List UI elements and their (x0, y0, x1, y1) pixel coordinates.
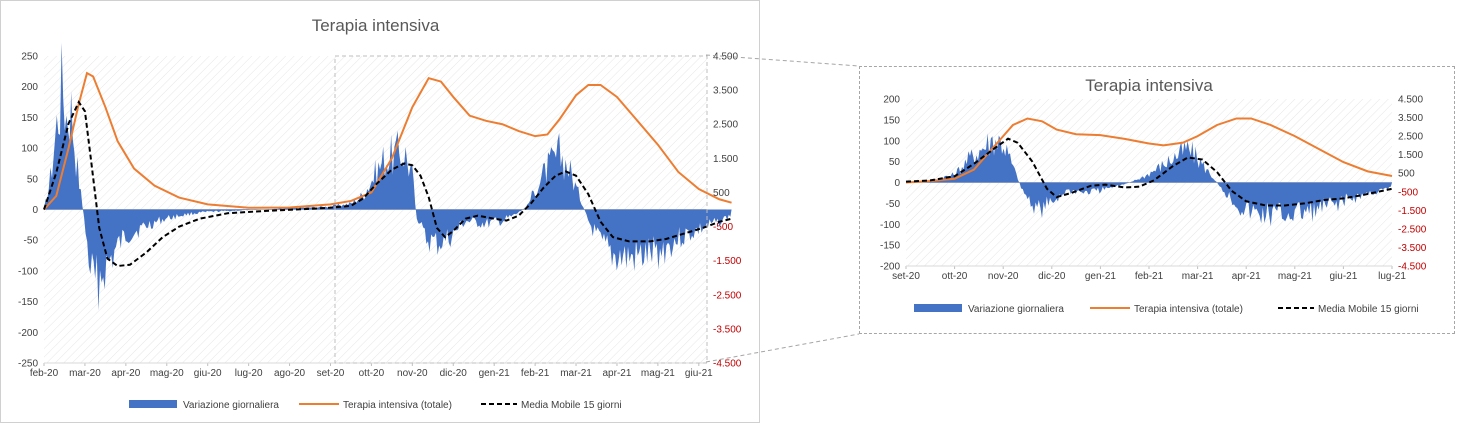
right-tick-label: 1.500 (1398, 150, 1423, 161)
zoom-region-box (334, 55, 708, 364)
series-daily-variation-bars (44, 42, 732, 311)
x-tick-label: lug-20 (235, 368, 263, 379)
x-tick-label: gen-21 (479, 368, 511, 379)
legend-label: Media Mobile 15 giorni (1318, 304, 1419, 315)
right-tick-label: -2.500 (713, 290, 742, 301)
main-chart: Terapia intensiva250200150100500-50-100-… (18, 16, 742, 411)
legend-swatch-bars (129, 400, 177, 408)
left-tick-label: -100 (880, 220, 900, 231)
right-tick-label: -1.500 (1398, 206, 1427, 217)
x-tick-label: feb-21 (1135, 271, 1164, 282)
x-tick-label: ott-20 (359, 368, 385, 379)
x-tick-label: mar-21 (560, 368, 592, 379)
main-chart-panel: Terapia intensiva 250 200 150 100 50 0 -50 -100-… (0, 0, 760, 423)
chart-title: Terapia intensiva (312, 16, 440, 35)
right-tick-label: -4.500 (713, 359, 742, 370)
left-tick-label: -50 (886, 199, 901, 210)
x-tick-label: dic-20 (1038, 271, 1066, 282)
right-tick-label: -4.500 (1398, 262, 1427, 273)
x-tick-label: giu-21 (1329, 271, 1357, 282)
left-tick-label: 200 (883, 95, 900, 106)
series-total-line (905, 117, 1393, 184)
x-tick-label: set-20 (892, 271, 920, 282)
x-tick-label: apr-21 (1232, 271, 1261, 282)
right-tick-label: 500 (1398, 169, 1415, 180)
x-tick-label: apr-20 (111, 368, 140, 379)
chart-title: Terapia intensiva (1085, 76, 1213, 95)
x-tick-label: mar-20 (69, 368, 101, 379)
series-daily-variation-bars (906, 133, 1392, 227)
left-tick-label: -150 (880, 241, 900, 252)
right-tick-label: 1.500 (713, 154, 738, 165)
x-tick-label: mag-21 (1278, 271, 1312, 282)
left-tick-label: 50 (889, 157, 901, 168)
x-tick-label: giu-20 (194, 368, 222, 379)
series-total-line (43, 71, 732, 211)
x-tick-label: nov-20 (397, 368, 428, 379)
left-tick-label: 150 (21, 113, 38, 124)
legend-label: Variazione giornaliera (183, 400, 279, 411)
right-tick-label: 2.500 (1398, 132, 1423, 143)
x-tick-label: mar-21 (1182, 271, 1214, 282)
right-tick-label: -3.500 (1398, 243, 1427, 254)
right-tick-label: 4.500 (713, 52, 738, 63)
left-tick-label: 150 (883, 115, 900, 126)
left-tick-label: -200 (18, 328, 38, 339)
right-tick-label: -1.500 (713, 256, 742, 267)
x-tick-label: mag-20 (150, 368, 184, 379)
chart-legend: Variazione giornaliera Terapia intensiva … (129, 400, 622, 411)
left-tick-label: -250 (18, 359, 38, 370)
legend-label: Terapia intensiva (totale) (343, 400, 452, 411)
left-tick-label: -200 (880, 262, 900, 273)
x-tick-label: mag-21 (641, 368, 675, 379)
left-tick-label: 200 (21, 82, 38, 93)
left-tick-label: 0 (32, 205, 38, 216)
right-tick-label: 3.500 (1398, 113, 1423, 124)
legend-label: Terapia intensiva (totale) (1134, 304, 1243, 315)
left-tick-label: 250 (21, 52, 38, 63)
left-tick-label: 100 (883, 136, 900, 147)
x-tick-label: feb-20 (30, 368, 59, 379)
right-tick-label: 2.500 (713, 120, 738, 131)
left-tick-label: -50 (24, 236, 39, 247)
left-tick-label: 0 (894, 178, 900, 189)
left-tick-label: 100 (21, 144, 38, 155)
left-tick-label: 50 (27, 174, 39, 185)
x-tick-label: nov-20 (988, 271, 1019, 282)
right-tick-label: -500 (1398, 187, 1418, 198)
x-tick-label: giu-21 (685, 368, 713, 379)
left-tick-label: -100 (18, 266, 38, 277)
legend-label: Variazione giornaliera (968, 304, 1064, 315)
x-tick-label: gen-21 (1085, 271, 1117, 282)
right-tick-label: -2.500 (1398, 224, 1427, 235)
x-tick-label: ago-20 (274, 368, 306, 379)
legend-swatch-bars (914, 304, 962, 312)
zoom-chart: Terapia intensiva200150100500-50-100-150… (880, 76, 1427, 315)
series-moving-average-line (43, 100, 732, 268)
x-tick-label: apr-21 (603, 368, 632, 379)
connector-bottom-line (705, 333, 860, 363)
x-tick-label: ott-20 (942, 271, 968, 282)
right-tick-label: 500 (713, 188, 730, 199)
left-tick-label: -150 (18, 297, 38, 308)
legend-label: Media Mobile 15 giorni (521, 400, 622, 411)
right-tick-label: 3.500 (713, 86, 738, 97)
x-tick-label: dic-20 (440, 368, 468, 379)
right-tick-label: 4.500 (1398, 95, 1423, 106)
x-tick-label: feb-21 (521, 368, 550, 379)
x-tick-label: lug-21 (1378, 271, 1406, 282)
right-tick-label: -500 (713, 222, 733, 233)
zoom-chart-panel: Terapia intensiva 200 150 100 50 0 -50 -100 -150… (859, 66, 1455, 334)
x-tick-label: set-20 (317, 368, 345, 379)
chart-legend: Variazione giornaliera Terapia intensiva … (914, 304, 1419, 315)
connector-top-line (705, 54, 860, 67)
right-tick-label: -3.500 (713, 324, 742, 335)
